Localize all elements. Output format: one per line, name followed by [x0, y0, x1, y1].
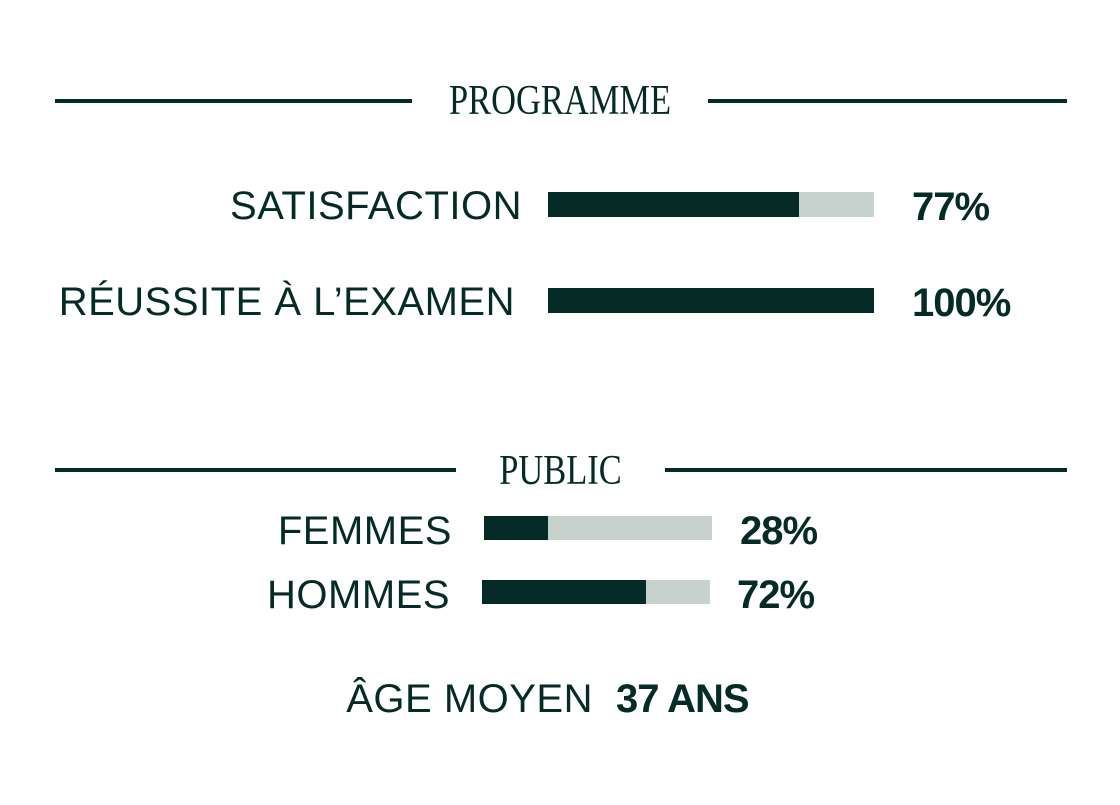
public-rule-right	[665, 468, 1067, 472]
hommes-value: 72%	[737, 573, 815, 617]
programme-heading: PROGRAMME	[448, 78, 671, 124]
satisfaction-bar	[548, 192, 874, 217]
hommes-bar-fill	[482, 580, 647, 604]
satisfaction-value: 77%	[912, 185, 990, 229]
reussite-bar-fill	[548, 288, 874, 313]
programme-rule-left	[55, 99, 412, 103]
femmes-bar	[484, 516, 712, 540]
reussite-label: RÉUSSITE À L’EXAMEN	[58, 280, 515, 324]
public-rule-left	[55, 468, 456, 472]
femmes-value: 28%	[740, 509, 818, 553]
programme-rule-right	[708, 99, 1067, 103]
age-value: 37 ANS	[616, 677, 750, 721]
femmes-bar-fill	[484, 516, 548, 540]
hommes-label: HOMMES	[267, 573, 450, 617]
public-heading: PUBLIC	[499, 448, 622, 494]
reussite-bar	[548, 288, 874, 313]
femmes-label: FEMMES	[277, 509, 452, 553]
satisfaction-bar-fill	[548, 192, 800, 217]
hommes-bar	[482, 580, 710, 604]
age-label: ÂGE MOYEN	[346, 677, 593, 721]
reussite-value: 100%	[912, 281, 1011, 325]
satisfaction-label: SATISFACTION	[230, 184, 522, 228]
